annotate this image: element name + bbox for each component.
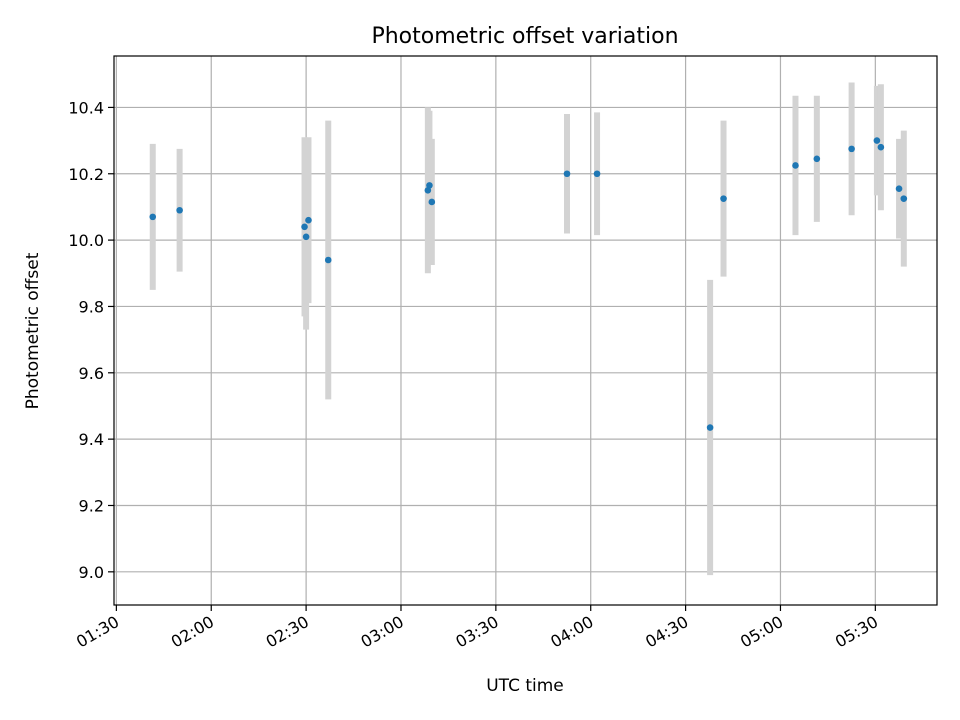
chart-title: Photometric offset variation	[371, 24, 678, 49]
y-tick-label: 10.2	[68, 165, 104, 184]
data-point	[900, 195, 908, 202]
x-axis-label: UTC time	[486, 676, 564, 696]
data-point	[324, 256, 332, 264]
data-point	[176, 206, 183, 214]
data-point	[428, 198, 436, 206]
y-tick-label: 9.8	[79, 297, 104, 316]
y-axis-label: Photometric offset	[23, 252, 43, 409]
data-point	[302, 233, 310, 241]
data-point	[426, 182, 433, 189]
data-point	[593, 170, 601, 178]
y-tick-label: 9.4	[79, 430, 104, 449]
data-point	[305, 216, 312, 224]
data-point	[720, 195, 727, 202]
data-point	[149, 213, 157, 221]
y-tick-label: 9.2	[79, 496, 104, 515]
y-tick-label: 10.4	[68, 98, 104, 117]
y-axis: 9.0 9.2 9.4 9.6 9.8 10.0 10.2 10.4	[68, 98, 114, 582]
y-tick-label: 9.6	[79, 364, 104, 383]
y-tick-label: 9.0	[79, 563, 104, 582]
data-point	[563, 170, 571, 178]
data-point	[424, 187, 432, 194]
y-tick-label: 10.0	[68, 231, 104, 250]
data-point	[848, 145, 855, 153]
data-point	[792, 162, 799, 169]
data-point	[895, 185, 903, 192]
data-point	[813, 155, 821, 163]
plot-frame	[113, 55, 938, 606]
data-point	[873, 137, 881, 144]
data-point	[877, 143, 885, 151]
data-point	[301, 223, 308, 231]
data-points	[149, 137, 908, 431]
data-point	[706, 424, 714, 431]
